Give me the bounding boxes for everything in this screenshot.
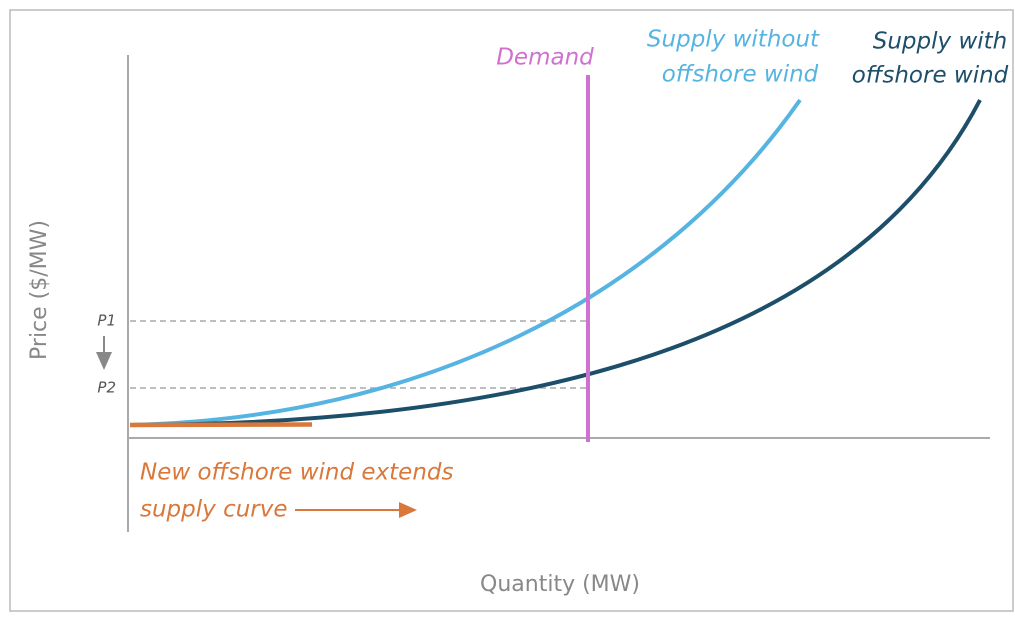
- supply-with-label: Supply with: [873, 29, 1008, 55]
- offshore-segment: [129, 422, 313, 428]
- frame: [9, 9, 1014, 612]
- supply-without-label: Supply without: [647, 27, 820, 53]
- supply-without-curve: [129, 98, 802, 427]
- supply-with-label: offshore wind: [852, 63, 1009, 89]
- supply-with-curve: [129, 99, 982, 427]
- x-axis-title: Quantity (MW): [480, 572, 640, 597]
- y-axis-title: Price ($/MW): [27, 220, 52, 360]
- annotation: New offshore wind extends: [140, 460, 453, 486]
- p1-label: P1: [97, 312, 116, 330]
- supply-without-label: offshore wind: [662, 62, 819, 88]
- annotation: supply curve: [140, 497, 288, 523]
- p2-label: P2: [97, 379, 116, 397]
- demand-label: Demand: [496, 45, 594, 71]
